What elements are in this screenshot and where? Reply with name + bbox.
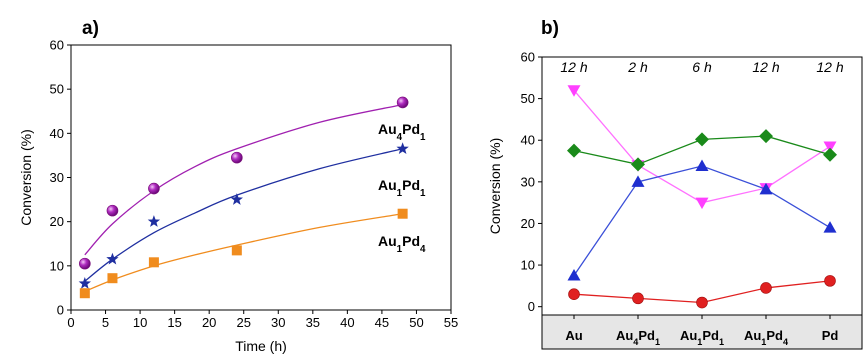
x-tick-label-a: 10 (133, 315, 147, 330)
reaction-time-label: 6 h (692, 59, 712, 75)
y-tick-label-b: 0 (528, 299, 535, 314)
panel-a: a) 0 10 20 30 40 50 60 0 5 10 15 20 25 30 35 40 45 50 55 Tim… (18, 18, 458, 354)
category-label: Au1Pd4 (744, 328, 789, 347)
data-point (78, 277, 91, 289)
data-point (631, 157, 645, 172)
y-tick-label-a: 60 (50, 38, 64, 53)
data-point (695, 159, 709, 172)
data-point (106, 252, 119, 265)
panel-b: b) 0 10 20 30 40 50 60 Conversion (%) Au 12 h Au4Pd… (487, 18, 863, 350)
series-a-Au4Pd1 (79, 96, 409, 270)
fit-curve (84, 148, 403, 282)
y-axis-title-b: Conversion (%) (487, 138, 503, 234)
x-tick-label-a: 35 (306, 315, 320, 330)
category-band (541, 314, 863, 350)
plot-frame-b (541, 56, 863, 316)
x-tick-label-a: 0 (67, 315, 74, 330)
x-tick-label-a: 15 (167, 315, 181, 330)
panel-b-label: b) (541, 18, 559, 39)
data-point (567, 268, 581, 281)
data-point (106, 204, 119, 217)
category-label: Au4Pd1 (616, 328, 660, 347)
y-tick-label-b: 40 (521, 133, 535, 148)
fit-curve (84, 103, 403, 256)
x-tick-label-a: 40 (340, 315, 354, 330)
series-label-a: Au1Pd4 (378, 233, 426, 255)
series-b-0 (567, 85, 837, 210)
x-tick-label-a: 45 (375, 315, 389, 330)
y-axis-title-a: Conversion (%) (18, 129, 34, 225)
y-tick-label-a: 40 (50, 126, 64, 141)
data-point (567, 143, 581, 158)
reaction-time-label: 12 h (752, 59, 779, 75)
data-point (568, 288, 580, 300)
data-point (107, 273, 118, 284)
series-b-1 (567, 129, 837, 172)
data-point (147, 215, 161, 227)
reaction-time-label: 12 h (560, 59, 587, 75)
series-b-3 (568, 275, 836, 309)
x-tick-label-a: 30 (271, 315, 285, 330)
data-point (396, 142, 409, 155)
y-tick-label-a: 30 (50, 170, 64, 185)
data-point (823, 221, 837, 233)
y-tick-label-a: 20 (50, 214, 64, 229)
y-tick-label-b: 60 (521, 50, 535, 65)
reaction-time-label: 2 h (627, 59, 648, 75)
y-tick-label-b: 30 (521, 174, 535, 189)
reaction-time-label: 12 h (816, 59, 843, 75)
y-tick-label-b: 50 (521, 91, 535, 106)
data-point (396, 96, 409, 109)
x-tick-label-a: 55 (444, 315, 458, 330)
x-tick-label-a: 5 (102, 315, 109, 330)
data-point (696, 296, 708, 309)
x-tick-label-a: 20 (202, 315, 216, 330)
data-point (695, 132, 709, 147)
series-line (573, 165, 831, 276)
y-tick-label-b: 20 (521, 216, 535, 231)
data-point (823, 141, 837, 153)
data-point (79, 257, 91, 270)
x-tick-label-a: 50 (409, 315, 423, 330)
category-label: Au1Pd1 (680, 328, 724, 347)
x-tick-label-a: 25 (236, 315, 250, 330)
y-tick-label-a: 50 (50, 82, 64, 97)
y-tick-label-a: 10 (50, 258, 64, 273)
y-tick-label-a: 0 (57, 303, 64, 318)
panel-a-label: a) (82, 18, 99, 39)
series-b-2 (567, 159, 837, 281)
data-point (397, 208, 408, 219)
data-point (632, 292, 644, 305)
data-point (231, 245, 242, 256)
series-a-Au1Pd1 (78, 142, 409, 289)
category-label: Au (565, 328, 582, 343)
data-point (759, 182, 773, 195)
data-point (148, 182, 160, 195)
data-point (631, 175, 645, 187)
data-point (824, 275, 836, 287)
data-point (695, 197, 709, 210)
x-axis-title-a: Time (h) (235, 338, 287, 354)
data-point (759, 129, 773, 144)
data-point (148, 257, 159, 268)
data-point (231, 151, 243, 164)
data-point (760, 282, 772, 294)
series-label-a: Au1Pd1 (378, 177, 426, 199)
data-point (79, 288, 90, 299)
data-point (567, 85, 581, 97)
category-label: Pd (822, 328, 839, 343)
y-tick-label-b: 10 (521, 258, 535, 273)
legend-blank-box (74, 48, 132, 98)
series-label-a: Au4Pd1 (378, 121, 426, 143)
data-point (823, 147, 837, 162)
fit-curve (84, 213, 403, 293)
series-a-Au1Pd4 (79, 208, 408, 299)
data-point (230, 193, 243, 205)
series-line (573, 89, 831, 204)
